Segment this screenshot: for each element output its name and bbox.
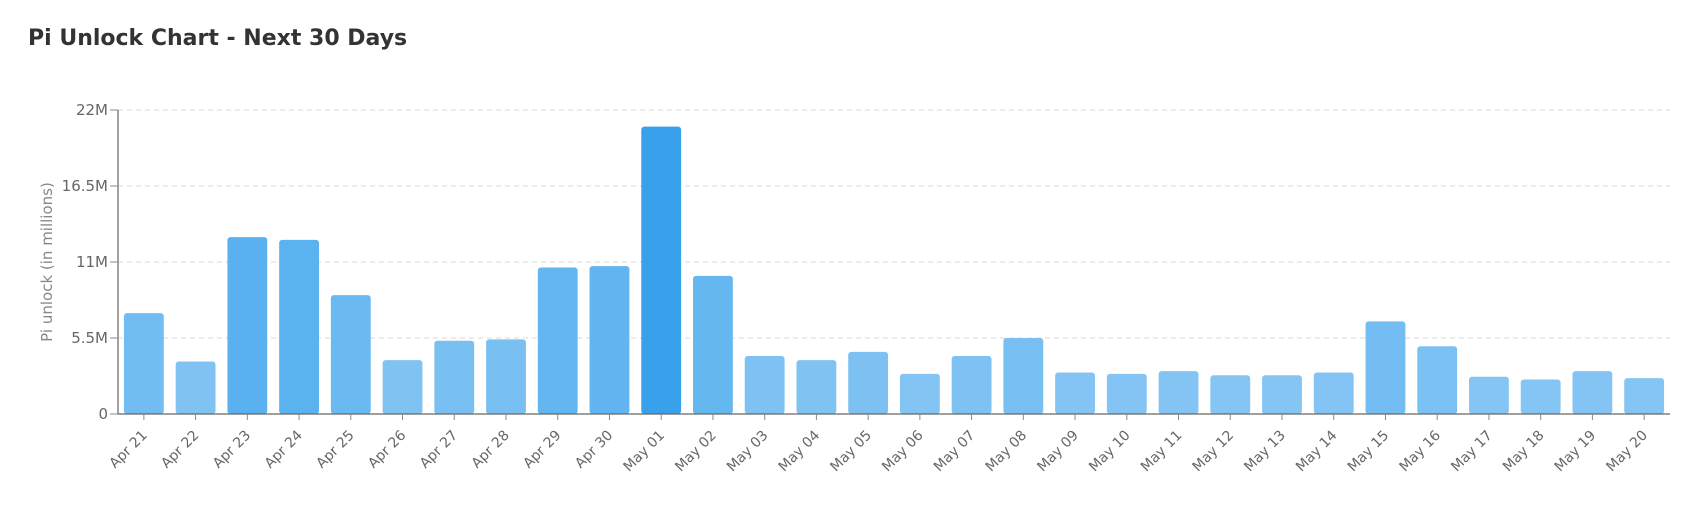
x-tick-label: Apr 29 (520, 428, 564, 472)
x-tick-label: May 01 (620, 428, 668, 476)
x-tick-label: May 17 (1448, 428, 1496, 476)
bars (123, 126, 1665, 414)
x-tick-label: Apr 25 (313, 428, 357, 472)
x-tick-label: May 04 (776, 427, 824, 475)
y-tick-label: 16.5M (62, 177, 108, 195)
x-tick-labels: Apr 21 Apr 22 Apr 23 Apr 24 Apr 25 Apr 26 Apr … (107, 414, 1651, 475)
x-tick-label: Apr 27 (417, 428, 461, 472)
x-tick-label: May 18 (1500, 428, 1548, 476)
x-tick-label: Apr 28 (469, 428, 513, 472)
bar[interactable] (848, 351, 889, 414)
x-tick-label: May 20 (1603, 428, 1651, 476)
y-tick-label: 5.5M (71, 329, 108, 347)
bar[interactable] (1572, 371, 1613, 414)
bar[interactable] (279, 239, 319, 414)
x-tick-label: May 14 (1293, 427, 1341, 475)
x-tick-label: Apr 26 (365, 427, 409, 471)
bar[interactable] (1055, 372, 1095, 414)
bar[interactable] (175, 361, 216, 414)
y-tick-label: 0 (98, 405, 108, 423)
x-tick-label: May 12 (1190, 428, 1238, 476)
y-tick-label: 22M (76, 101, 108, 119)
x-tick-label: May 19 (1552, 428, 1600, 476)
bar[interactable] (1417, 346, 1458, 414)
x-tick-label: May 05 (827, 428, 875, 476)
bar[interactable] (486, 339, 526, 414)
x-tick-label: Apr 21 (107, 428, 151, 472)
bar[interactable] (796, 360, 837, 414)
x-tick-label: Apr 23 (210, 428, 254, 472)
x-tick-label: Apr 22 (158, 428, 202, 472)
x-tick-label: May 10 (1086, 428, 1134, 476)
x-tick-label: Apr 30 (572, 428, 616, 472)
bar[interactable] (1262, 375, 1302, 414)
bar[interactable] (1106, 373, 1147, 414)
bar[interactable] (744, 355, 785, 414)
x-tick-label: May 13 (1241, 428, 1289, 476)
bar[interactable] (1158, 371, 1199, 414)
bar[interactable] (693, 275, 733, 414)
bar[interactable] (1365, 321, 1406, 414)
bar[interactable] (382, 360, 423, 414)
chart-title: Pi Unlock Chart - Next 30 Days (28, 26, 408, 51)
bar[interactable] (951, 355, 992, 414)
bar[interactable] (537, 267, 578, 414)
x-tick-label: May 15 (1345, 428, 1393, 476)
x-tick-label: May 11 (1138, 428, 1186, 476)
bar[interactable] (330, 295, 371, 414)
bar[interactable] (1003, 338, 1044, 414)
bar[interactable] (1210, 375, 1251, 414)
bar[interactable] (899, 373, 940, 414)
grid-lines (118, 109, 1670, 339)
bar[interactable] (1313, 372, 1354, 414)
x-tick-label: May 07 (931, 428, 979, 476)
bar[interactable] (589, 266, 630, 414)
x-tick-label: May 08 (983, 428, 1031, 476)
x-tick-label: May 16 (1396, 427, 1444, 475)
y-tick-labels: 0 5.5M 11M 16.5M 22M (62, 101, 118, 423)
bar[interactable] (1520, 379, 1561, 414)
y-axis-title: Pi unlock (in millions) (38, 182, 56, 342)
x-tick-label: May 09 (1034, 428, 1082, 476)
bar[interactable] (227, 237, 268, 414)
x-tick-label: May 02 (672, 428, 720, 476)
bar[interactable] (1624, 378, 1665, 414)
bar[interactable] (1469, 376, 1509, 414)
y-tick-label: 11M (76, 253, 108, 271)
bar[interactable] (641, 126, 682, 414)
bar[interactable] (434, 340, 475, 414)
x-tick-label: Apr 24 (262, 427, 306, 471)
x-tick-label: May 03 (724, 428, 772, 476)
bar[interactable] (123, 313, 164, 414)
x-tick-label: May 06 (879, 427, 927, 475)
